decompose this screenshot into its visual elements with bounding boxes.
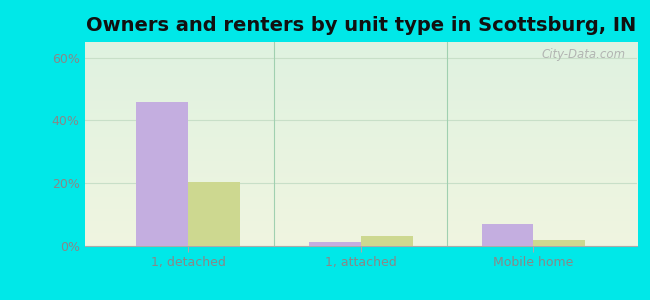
Bar bbox=[136, 102, 188, 246]
Bar bbox=[309, 242, 361, 246]
Bar bbox=[534, 240, 585, 246]
Bar bbox=[188, 182, 240, 246]
Title: Owners and renters by unit type in Scottsburg, IN: Owners and renters by unit type in Scott… bbox=[86, 16, 636, 35]
Bar bbox=[482, 224, 534, 246]
Bar bbox=[361, 236, 413, 246]
Text: City-Data.com: City-Data.com bbox=[542, 48, 626, 61]
